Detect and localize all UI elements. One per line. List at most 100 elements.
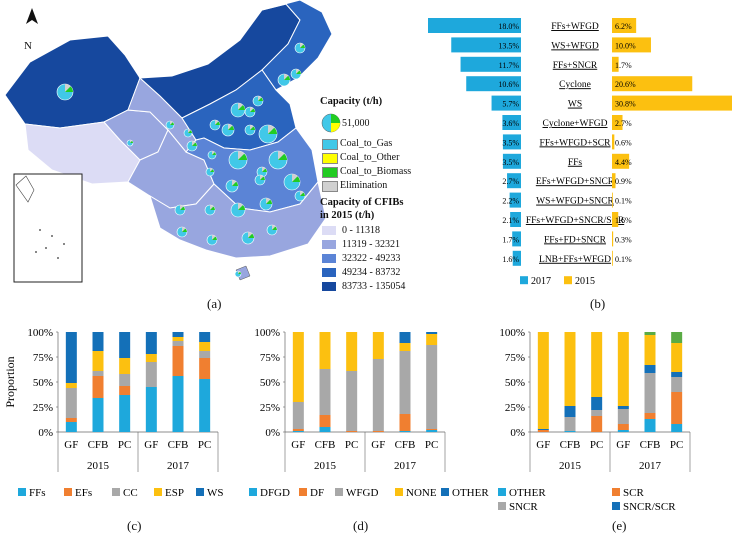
capacity-sample-pie <box>321 113 341 133</box>
bar-2015 <box>612 76 693 92</box>
map-pie-slice <box>260 176 265 180</box>
map-pie-slice <box>272 226 277 230</box>
panel-c: Proportion 0% 25% 50% 75% 100% GF CFB PC GF CFB PC 2… <box>0 322 245 512</box>
bar-segment-NONE <box>537 332 549 429</box>
bar-segment-FFs <box>65 422 77 432</box>
map-pie-slice <box>300 192 305 196</box>
bar-2017 <box>491 95 521 111</box>
bar-segment-LNB+SNCR <box>644 332 656 335</box>
bar-segment-CC <box>145 362 157 387</box>
bar-2017 <box>451 37 521 53</box>
map-pie-slice <box>232 180 237 186</box>
bar-segment-CC <box>65 388 77 418</box>
north-arrow-icon <box>26 8 38 24</box>
legend-swatch-DF <box>299 488 307 496</box>
pie-legend-swatch <box>322 139 338 150</box>
bar-segment-ESP <box>119 358 131 374</box>
y-tick-label: 50% <box>260 377 280 389</box>
legend-swatch-OTHER <box>498 488 506 496</box>
value-label-2015: 0.3% <box>615 235 632 244</box>
bar-2017 <box>460 56 521 72</box>
bar-segment-WS <box>119 332 131 358</box>
value-label-2015: 0.1% <box>615 255 632 264</box>
choropleth-legend-swatch <box>322 268 336 277</box>
value-label-2017: 2.2% <box>502 197 519 206</box>
pie-legend-label: Elimination <box>340 180 388 191</box>
map-pie-slice <box>238 271 241 274</box>
capacity-title: Capacity (t/h) <box>320 96 383 107</box>
capacity-value: 51,000 <box>342 118 370 129</box>
map-pie-slice <box>170 122 174 125</box>
legend-label-SCR: SCR <box>623 487 644 499</box>
x-tick-label: GF <box>64 439 78 451</box>
bar-segment-SCR <box>617 424 629 430</box>
y-tick-label: 75% <box>260 352 280 364</box>
category-label: WS+WFGD <box>551 41 599 51</box>
legend-label-FFs: FFs <box>29 487 46 499</box>
bar-segment-WS <box>145 332 157 354</box>
map-pie-slice <box>292 174 298 182</box>
north-label: N <box>24 40 32 52</box>
group-label: 2017 <box>639 460 662 472</box>
bar-segment-DF <box>319 415 331 427</box>
bar-2017 <box>512 250 521 266</box>
bar-segment-NONE <box>319 332 331 369</box>
map-pie-slice <box>250 108 255 112</box>
map-pie-slice <box>215 120 219 125</box>
category-label: LNB+FFs+WFGD <box>539 255 611 265</box>
y-tick-label: 75% <box>505 352 525 364</box>
map-pie-slice <box>65 86 73 92</box>
map-pie-slice <box>300 191 304 196</box>
legend-swatch-ESP <box>154 488 162 496</box>
value-label-2015: 30.8% <box>615 100 636 109</box>
value-label-2017: 3.5% <box>502 158 519 167</box>
bar-segment-SCR <box>644 413 656 419</box>
bar-2015 <box>612 37 651 53</box>
map-pie-slice <box>210 206 215 210</box>
pie-legend-swatch <box>322 167 338 178</box>
category-label: WS <box>568 100 582 110</box>
bar-segment-ESP <box>145 354 157 362</box>
y-tick-label: 25% <box>33 402 53 414</box>
legend-label-2015: 2015 <box>575 276 595 287</box>
bar-segment-WFGD <box>399 351 411 414</box>
x-tick-label: CFB <box>640 439 661 451</box>
legend-swatch-DFGD <box>249 488 257 496</box>
legend-label-OTHER: OTHER <box>509 487 546 499</box>
choropleth-legend-label: 83733 - 135054 <box>342 281 406 292</box>
bar-segment-WS <box>65 332 77 383</box>
x-tick-label: CFB <box>395 439 416 451</box>
map-pie-slice <box>250 125 254 130</box>
choropleth-legend-swatch <box>322 254 336 263</box>
map-pie-slice <box>260 175 264 180</box>
bar-segment-FFs <box>92 398 104 432</box>
pie-legend-label: Coal_to_Biomass <box>340 166 412 177</box>
pie-legend-label: Coal_to_Other <box>340 152 400 163</box>
bar-segment-WFGD <box>372 359 384 431</box>
x-tick-label: GF <box>616 439 630 451</box>
bar-segment-NONE <box>426 334 438 345</box>
map-pie-slice <box>278 151 285 160</box>
value-label-2015: 1.6% <box>615 216 632 225</box>
bar-segment-ESP <box>172 337 184 341</box>
map-pie-slice <box>188 129 191 133</box>
y-tick-label: 100% <box>254 327 280 339</box>
bar-segment-WFGD <box>319 369 331 415</box>
bar-segment-SNCR/SCR <box>537 429 549 430</box>
bar-2017 <box>509 192 521 208</box>
map-pie-slice <box>248 232 253 238</box>
panel-a-map: N <box>0 0 360 300</box>
pie-legend-swatch <box>322 153 338 164</box>
legend-swatch-SCR <box>612 488 620 496</box>
bar-segment-WS <box>172 332 184 337</box>
bar-segment-SNCR/SCR <box>564 406 576 417</box>
legend-label-SNCR: SNCR <box>509 501 538 512</box>
bar-segment-OTHER <box>644 419 656 432</box>
bar-2015 <box>612 134 615 150</box>
map-pie-slice <box>238 153 247 160</box>
bar-2015 <box>612 56 619 72</box>
bar-segment-NONE <box>292 332 304 402</box>
group-label: 2015 <box>314 460 337 472</box>
x-tick-label: CFB <box>315 439 336 451</box>
bar-segment-EFs <box>199 358 211 379</box>
